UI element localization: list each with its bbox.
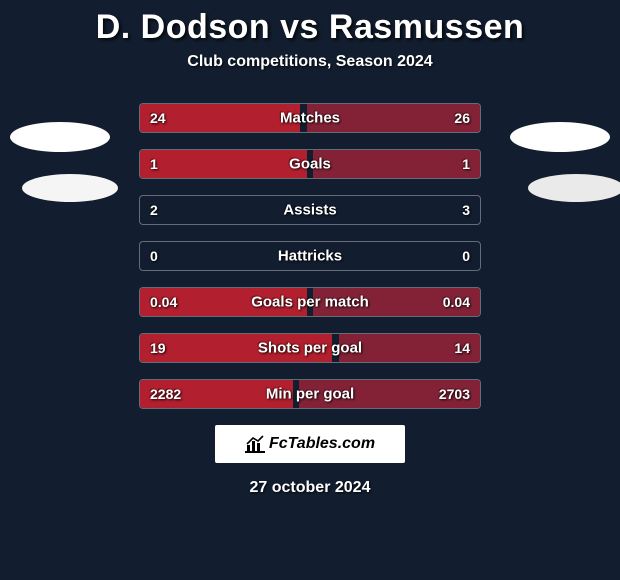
- stat-label: Hattricks: [278, 248, 342, 265]
- stat-row: 0 0 Hattricks: [139, 241, 481, 271]
- stat-bar-right: [313, 150, 480, 178]
- stat-row: 19 14 Shots per goal: [139, 333, 481, 363]
- stat-value-right: 0: [462, 248, 470, 264]
- chart-icon: [245, 435, 265, 453]
- player-avatar-left-1: [10, 122, 110, 152]
- stat-label: Min per goal: [266, 386, 354, 403]
- stat-value-left: 19: [150, 340, 166, 356]
- stat-row: 2282 2703 Min per goal: [139, 379, 481, 409]
- player-avatar-left-2: [22, 174, 118, 202]
- source-logo: FcTables.com: [215, 425, 405, 463]
- stat-value-left: 0.04: [150, 294, 177, 310]
- stat-value-left: 2: [150, 202, 158, 218]
- stats-container: 24 26 Matches 1 1 Goals 2 3 Assists 0 0 Hattricks 0.…: [139, 103, 481, 409]
- stat-value-right: 0.04: [443, 294, 470, 310]
- stat-value-right: 14: [454, 340, 470, 356]
- stat-label: Matches: [280, 110, 340, 127]
- page-title: D. Dodson vs Rasmussen: [0, 0, 620, 47]
- stat-label: Goals per match: [251, 294, 369, 311]
- stat-value-right: 26: [454, 110, 470, 126]
- stat-value-right: 1: [462, 156, 470, 172]
- stat-label: Goals: [289, 156, 331, 173]
- stat-bar-left: [140, 150, 307, 178]
- stat-row: 24 26 Matches: [139, 103, 481, 133]
- player-avatar-right-1: [510, 122, 610, 152]
- stat-value-left: 1: [150, 156, 158, 172]
- page-subtitle: Club competitions, Season 2024: [0, 53, 620, 71]
- source-logo-text: FcTables.com: [269, 435, 375, 453]
- stat-label: Shots per goal: [258, 340, 362, 357]
- stat-label: Assists: [283, 202, 336, 219]
- stat-value-right: 3: [462, 202, 470, 218]
- stat-row: 0.04 0.04 Goals per match: [139, 287, 481, 317]
- stat-value-left: 2282: [150, 386, 181, 402]
- stat-row: 2 3 Assists: [139, 195, 481, 225]
- footer-date: 27 october 2024: [0, 479, 620, 497]
- stat-row: 1 1 Goals: [139, 149, 481, 179]
- stat-value-right: 2703: [439, 386, 470, 402]
- stat-value-left: 0: [150, 248, 158, 264]
- player-avatar-right-2: [528, 174, 620, 202]
- stat-value-left: 24: [150, 110, 166, 126]
